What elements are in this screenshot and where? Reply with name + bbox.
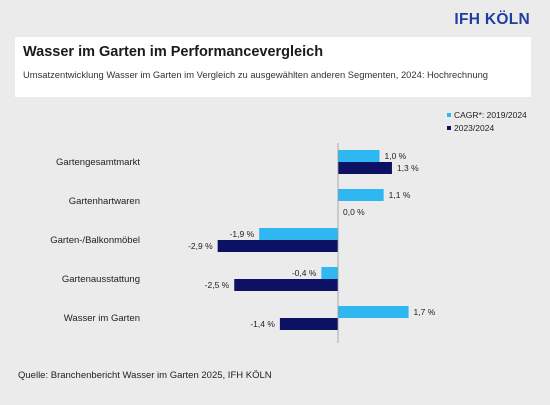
data-label: 1,1 %	[389, 190, 411, 200]
data-label: -1,4 %	[250, 319, 275, 329]
bar	[338, 150, 380, 162]
category-label: Gartengesamtmarkt	[56, 157, 140, 168]
data-label: -2,9 %	[188, 241, 213, 251]
data-label: -1,9 %	[230, 229, 255, 239]
category-label: Wasser im Garten	[64, 313, 140, 324]
bar	[217, 240, 338, 252]
data-label: -0,4 %	[292, 268, 317, 278]
chart-subtitle: Umsatzentwicklung Wasser im Garten im Ve…	[23, 69, 489, 80]
category-label: Garten-/Balkonmöbel	[50, 235, 140, 246]
legend-swatch	[447, 113, 451, 117]
bar	[279, 318, 338, 330]
legend-swatch	[447, 126, 451, 130]
chart-title: Wasser im Garten im Performancevergleich	[23, 44, 324, 60]
data-label: 1,7 %	[414, 307, 436, 317]
bar	[338, 189, 384, 201]
brand-logo: IFH KÖLN	[454, 11, 530, 28]
bar	[234, 279, 338, 291]
legend-label: CAGR*: 2019/2024	[454, 110, 527, 120]
bar	[259, 228, 338, 240]
category-label: Gartenausstattung	[62, 274, 140, 285]
bar	[338, 306, 409, 318]
data-label: -2,5 %	[205, 280, 230, 290]
chart-header: Wasser im Garten im Performancevergleich…	[15, 37, 531, 97]
bar	[338, 162, 392, 174]
category-label: Gartenhartwaren	[69, 196, 140, 207]
source-note: Quelle: Branchenbericht Wasser im Garten…	[18, 370, 272, 381]
legend-label: 2023/2024	[454, 123, 494, 133]
bar	[321, 267, 338, 279]
data-label: 1,0 %	[385, 151, 407, 161]
data-label: 1,3 %	[397, 163, 419, 173]
data-label: 0,0 %	[343, 207, 365, 217]
